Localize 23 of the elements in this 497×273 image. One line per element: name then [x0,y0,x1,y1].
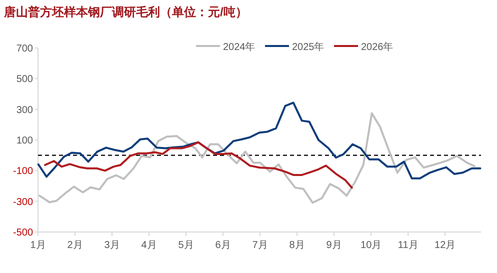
y-tick-label: 500 [16,74,34,86]
x-tick-label: 3月 [104,240,120,251]
y-tick-label: -500 [12,228,34,238]
y-tick-label: -300 [12,196,34,208]
x-tick-label: 4月 [141,240,157,251]
x-tick-label: 8月 [289,240,305,251]
x-tick-label: 9月 [326,240,342,251]
x-tick-label: 5月 [178,240,194,251]
legend-label: 2026年 [361,41,394,53]
y-tick-label: 100 [16,136,34,146]
legend-label: 2024年 [223,41,256,53]
x-tick-label: 6月 [215,240,231,251]
x-tick-label: 7月 [252,240,268,251]
y-tick-label: 700 [16,44,34,54]
x-tick-label: 2月 [67,240,83,251]
x-tick-label: 10月 [360,240,382,251]
x-tick-label: 12月 [434,240,456,251]
y-tick-label: -100 [12,166,34,178]
x-tick-label: 11月 [398,240,418,251]
title: 唐山普方坯样本钢厂调研毛利（单位：元/吨） [4,5,248,19]
legend-label: 2025年 [292,41,324,53]
y-tick-label: 300 [16,104,34,116]
x-tick-label: 1月 [30,240,46,251]
